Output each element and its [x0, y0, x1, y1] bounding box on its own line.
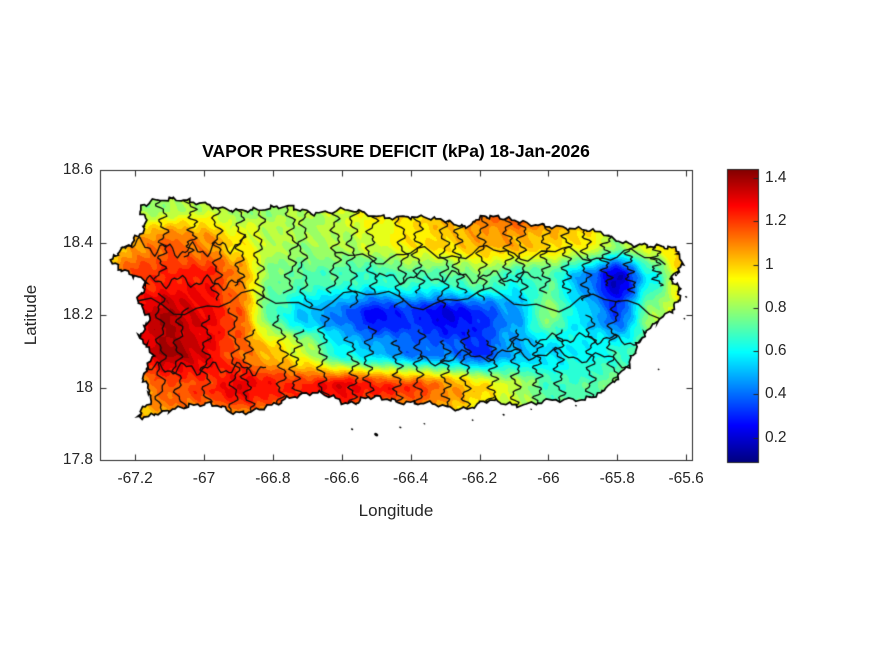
x-tick-label: -66.6 — [324, 470, 360, 487]
x-tick-label: -67.2 — [117, 470, 153, 487]
colorbar-tick-label: 1 — [765, 255, 774, 273]
y-tick-label: 17.8 — [62, 451, 93, 468]
chart-title: VAPOR PRESSURE DEFICIT (kPa) 18-Jan-2026 — [202, 141, 590, 161]
y-tick-label: 18 — [75, 378, 93, 396]
x-tick-label: -66.2 — [461, 470, 498, 487]
colorbar-tick-label: 0.6 — [765, 342, 787, 360]
x-tick-label: -65.6 — [668, 470, 704, 487]
colorbar-tick-label: 1.2 — [765, 212, 787, 230]
y-tick-label: 18.2 — [62, 306, 93, 323]
colorbar-tick-label: 1.4 — [765, 169, 787, 187]
colorbar-tick-label: 0.4 — [765, 385, 787, 403]
x-tick-label: -66.4 — [392, 470, 429, 487]
y-tick-label: 18.4 — [62, 233, 93, 251]
x-axis-label: Longitude — [358, 501, 434, 520]
x-tick-label: -67 — [192, 470, 216, 487]
x-tick-label: -66.8 — [255, 470, 291, 487]
y-tick-label: 18.6 — [62, 161, 93, 178]
colorbar-tick-label: 0.8 — [765, 298, 787, 316]
x-tick-label: -65.8 — [599, 470, 635, 487]
colorbar-tick-label: 0.2 — [765, 428, 787, 446]
x-tick-label: -66 — [537, 470, 560, 487]
